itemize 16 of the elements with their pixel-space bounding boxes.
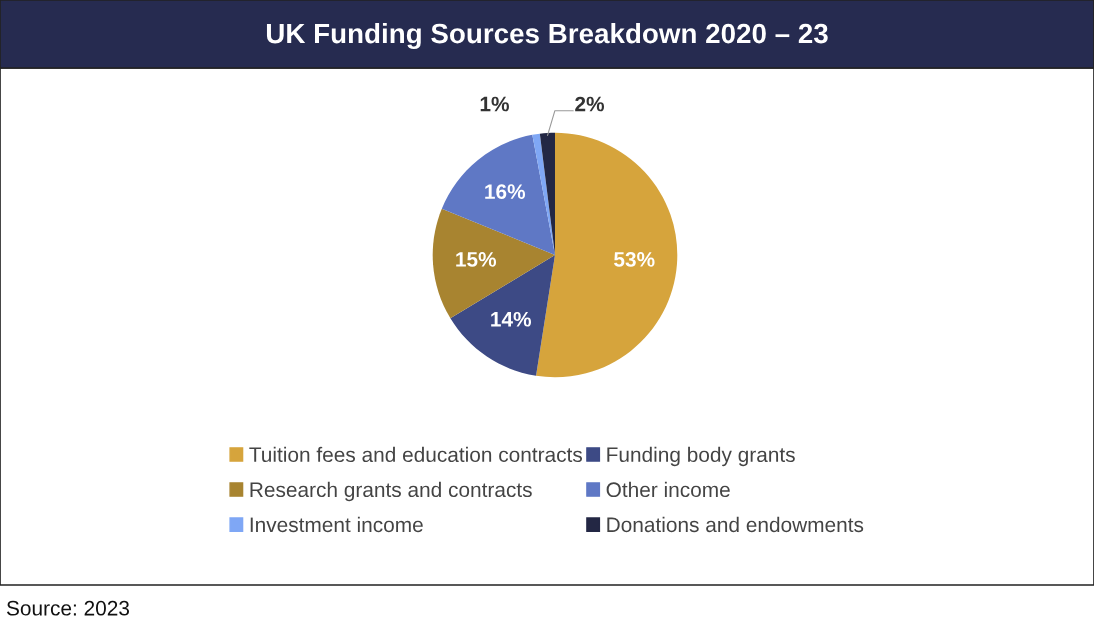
data-label: 14% [491,311,532,327]
data-label: 1% [480,96,509,112]
legend-label: Donations and endowments [607,516,864,533]
data-label: 15% [456,252,497,267]
legend-label: Investment income [250,516,423,533]
pie-slice [532,133,555,255]
legend-label: Funding body grants [607,446,795,467]
data-label: 16% [485,184,526,199]
chart-title: UK Funding Sources Breakdown 2020 – 23 [266,22,828,50]
data-label: 53% [614,252,655,267]
data-label: 2% [575,96,605,112]
legend-label: Research grants and contracts [250,481,532,502]
source-note: Source: 2023 [6,600,130,616]
legend-label: Other income [606,481,730,498]
legend-label: Tuition fees and education contracts [249,446,583,463]
pie-slice [536,132,678,378]
